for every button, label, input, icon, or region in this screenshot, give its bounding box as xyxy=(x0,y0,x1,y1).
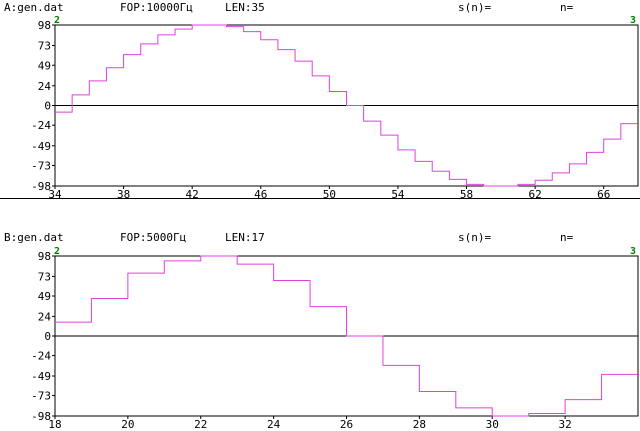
y-tick-label: 0 xyxy=(44,330,51,343)
signal-value-label: s(n)= xyxy=(458,231,492,244)
y-tick-label: -24 xyxy=(31,119,51,132)
x-tick-label: 32 xyxy=(559,418,572,431)
y-tick-label: 98 xyxy=(38,250,51,263)
file-name: B:gen.dat xyxy=(4,231,64,244)
signal-value-label: s(n)= xyxy=(458,1,492,14)
x-tick-label: 50 xyxy=(323,188,336,198)
file-name: A:gen.dat xyxy=(4,1,64,14)
y-tick-label: 24 xyxy=(38,310,52,323)
y-tick-label: 73 xyxy=(38,40,51,53)
y-tick-label: -49 xyxy=(31,370,51,383)
y-tick-label: -98 xyxy=(31,180,51,193)
y-tick-label: 0 xyxy=(44,100,51,113)
x-tick-label: 30 xyxy=(486,418,499,431)
panel-a: A:gen.dat FOP:10000Гц LEN:35 s(n)= n= 2 3… xyxy=(0,0,640,198)
x-tick-label: 22 xyxy=(194,418,207,431)
x-tick-label: 20 xyxy=(121,418,134,431)
x-tick-label: 18 xyxy=(48,418,61,431)
y-tick-label: 73 xyxy=(38,270,51,283)
x-tick-label: 24 xyxy=(267,418,281,431)
y-tick-label: 49 xyxy=(38,59,51,72)
x-tick-label: 26 xyxy=(340,418,353,431)
x-tick-label: 34 xyxy=(48,188,62,198)
signal-step-line xyxy=(55,24,638,187)
x-tick-label: 42 xyxy=(186,188,199,198)
panel-b: B:gen.dat FOP:5000Гц LEN:17 s(n)= n= 2 3 9… xyxy=(0,230,640,431)
panel-header: B:gen.dat FOP:5000Гц LEN:17 s(n)= n= xyxy=(0,230,640,244)
x-tick-label: 46 xyxy=(254,188,267,198)
sample-rate: FOP:5000Гц xyxy=(120,231,187,244)
x-tick-label: 66 xyxy=(597,188,610,198)
divider xyxy=(0,198,640,199)
sample-rate: FOP:10000Гц xyxy=(120,1,193,14)
x-tick-label: 58 xyxy=(460,188,473,198)
panel-header: A:gen.dat FOP:10000Гц LEN:35 s(n)= n= xyxy=(0,0,640,14)
y-tick-label: -49 xyxy=(31,140,51,153)
index-label: n= xyxy=(560,1,574,14)
length: LEN:35 xyxy=(225,1,265,14)
y-tick-label: 98 xyxy=(38,19,51,32)
y-tick-label: -98 xyxy=(31,410,51,423)
y-tick-label: -73 xyxy=(31,390,51,403)
signal-step-line xyxy=(55,255,638,417)
x-tick-label: 54 xyxy=(391,188,405,198)
channel-marker-right: 3 xyxy=(630,15,636,26)
index-label: n= xyxy=(560,231,574,244)
channel-marker-left: 2 xyxy=(54,246,60,257)
x-tick-label: 38 xyxy=(117,188,130,198)
y-tick-label: -73 xyxy=(31,159,51,172)
y-tick-label: 24 xyxy=(38,80,52,93)
length: LEN:17 xyxy=(225,231,265,244)
x-tick-label: 62 xyxy=(528,188,541,198)
channel-marker-left: 2 xyxy=(54,15,60,26)
y-tick-label: 49 xyxy=(38,290,51,303)
y-tick-label: -24 xyxy=(31,350,51,363)
channel-marker-right: 3 xyxy=(630,246,636,257)
x-tick-label: 28 xyxy=(413,418,426,431)
